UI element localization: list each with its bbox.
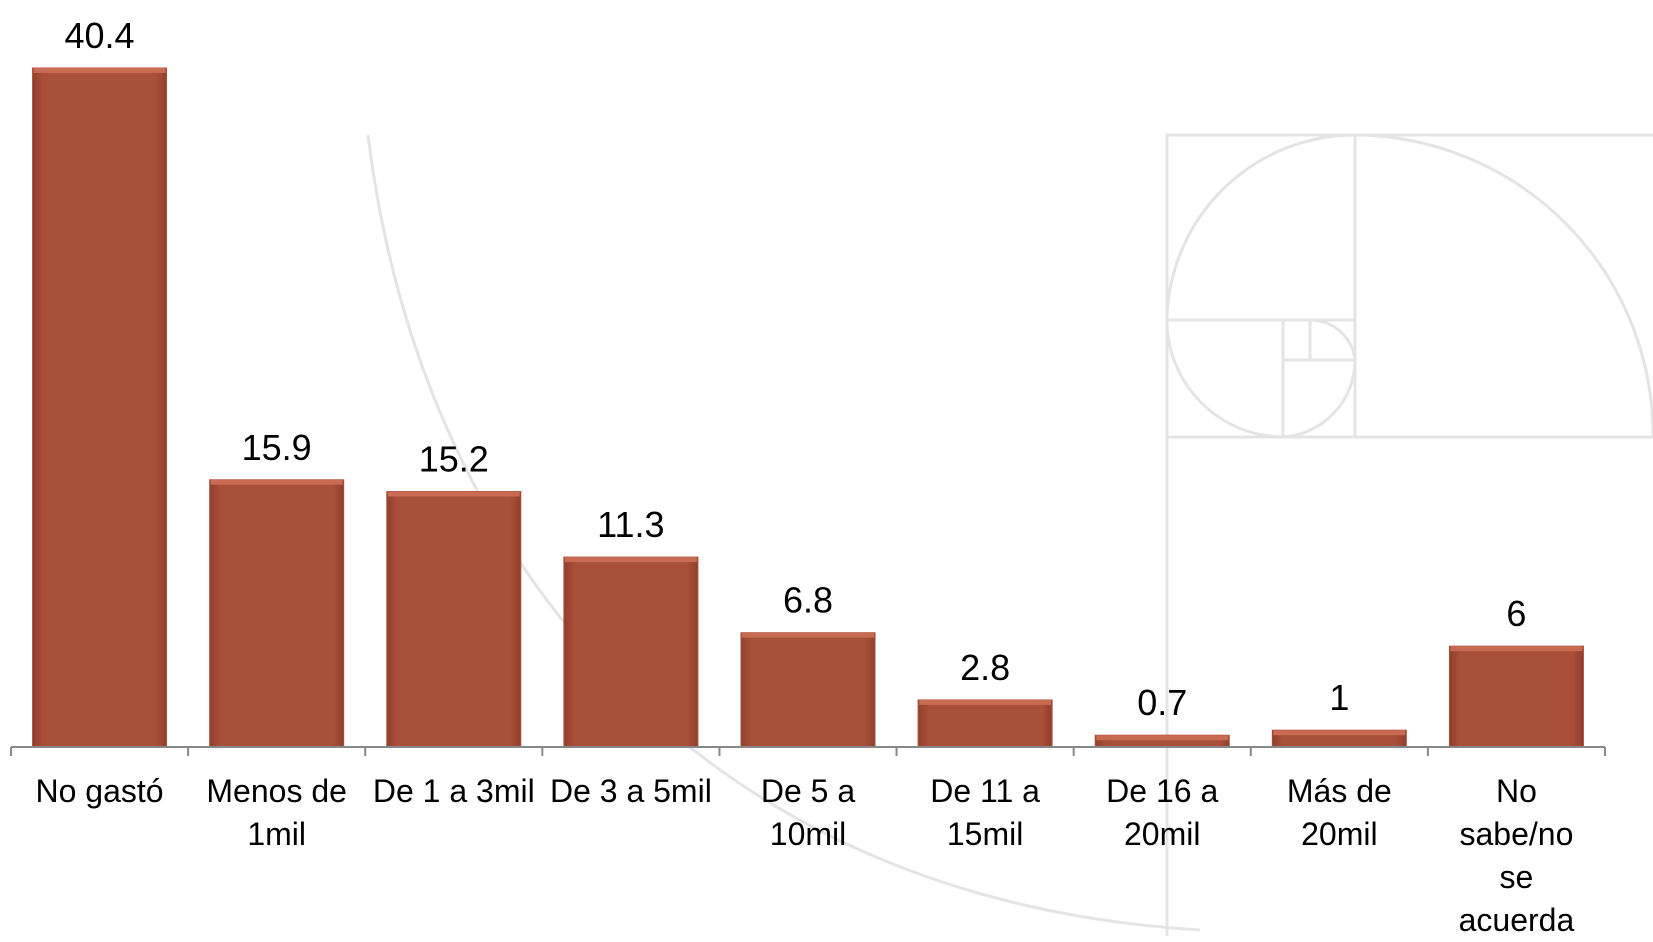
x-tick-label: De 11 a 15mil xyxy=(930,773,1040,852)
bar xyxy=(32,67,168,748)
x-tick-label: No sabe/no se acuerda xyxy=(1458,773,1575,938)
bar-highlight xyxy=(1450,646,1583,652)
value-label: 11.3 xyxy=(597,504,664,545)
x-tick-label: Menos de 1mil xyxy=(206,773,347,852)
bar-highlight xyxy=(210,479,343,485)
x-tick-label: Más de 20mil xyxy=(1286,773,1392,852)
x-tick-label: De 1 a 3mil xyxy=(372,773,535,809)
bar-highlight xyxy=(387,491,520,497)
bar xyxy=(1448,645,1584,748)
value-label: 6 xyxy=(1506,593,1526,634)
bar xyxy=(563,556,699,748)
value-label: 0.7 xyxy=(1137,682,1187,723)
bar-highlight xyxy=(919,699,1052,705)
value-label: 15.2 xyxy=(419,439,489,480)
bar xyxy=(917,699,1053,748)
bar xyxy=(209,479,345,748)
x-tick-label: De 16 a 20mil xyxy=(1106,773,1219,852)
bar-highlight xyxy=(1096,735,1229,741)
bar xyxy=(386,491,522,748)
value-label: 2.8 xyxy=(960,647,1010,688)
value-label: 1 xyxy=(1329,677,1349,718)
value-label: 40.4 xyxy=(65,15,135,56)
bar-highlight xyxy=(564,557,697,563)
bar-highlight xyxy=(33,68,166,73)
bar-highlight xyxy=(742,632,874,638)
x-tick-label: No gastó xyxy=(35,773,164,809)
value-label: 6.8 xyxy=(783,580,833,621)
value-label: 15.9 xyxy=(242,427,312,468)
bar xyxy=(740,632,876,748)
bar-highlight xyxy=(1273,730,1406,736)
x-tick-label: De 5 a 10mil xyxy=(760,773,856,852)
x-tick-label: De 3 a 5mil xyxy=(549,773,712,809)
